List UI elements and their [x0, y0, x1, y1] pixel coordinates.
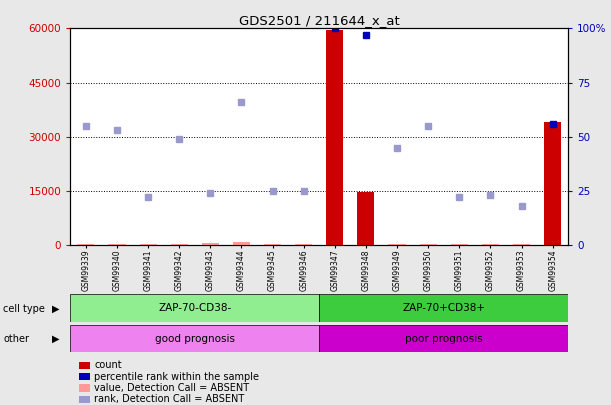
Bar	[295, 244, 312, 245]
Text: other: other	[3, 334, 29, 344]
Bar	[420, 243, 437, 245]
Bar	[77, 244, 94, 245]
Bar	[326, 30, 343, 245]
Text: ZAP-70-CD38-: ZAP-70-CD38-	[158, 303, 232, 313]
Bar	[70, 325, 320, 352]
Text: ▶: ▶	[53, 304, 60, 313]
Bar	[70, 245, 568, 274]
Bar	[202, 243, 219, 245]
Bar	[320, 325, 568, 352]
Bar	[544, 122, 562, 245]
Text: rank, Detection Call = ABSENT: rank, Detection Call = ABSENT	[94, 394, 244, 404]
Text: ZAP-70+CD38+: ZAP-70+CD38+	[402, 303, 485, 313]
Bar	[139, 244, 156, 245]
Text: percentile rank within the sample: percentile rank within the sample	[94, 372, 259, 382]
Text: cell type: cell type	[3, 304, 45, 313]
Text: count: count	[94, 360, 122, 370]
Bar	[320, 294, 568, 322]
Bar	[357, 192, 375, 245]
Bar	[482, 244, 499, 245]
Title: GDS2501 / 211644_x_at: GDS2501 / 211644_x_at	[239, 14, 400, 27]
Bar	[108, 244, 125, 245]
Bar	[233, 242, 250, 245]
Bar	[451, 244, 468, 245]
Text: value, Detection Call = ABSENT: value, Detection Call = ABSENT	[94, 383, 249, 393]
Bar	[70, 294, 320, 322]
Bar	[389, 244, 406, 245]
Text: ▶: ▶	[53, 334, 60, 344]
Text: good prognosis: good prognosis	[155, 334, 235, 343]
Text: poor prognosis: poor prognosis	[405, 334, 483, 343]
